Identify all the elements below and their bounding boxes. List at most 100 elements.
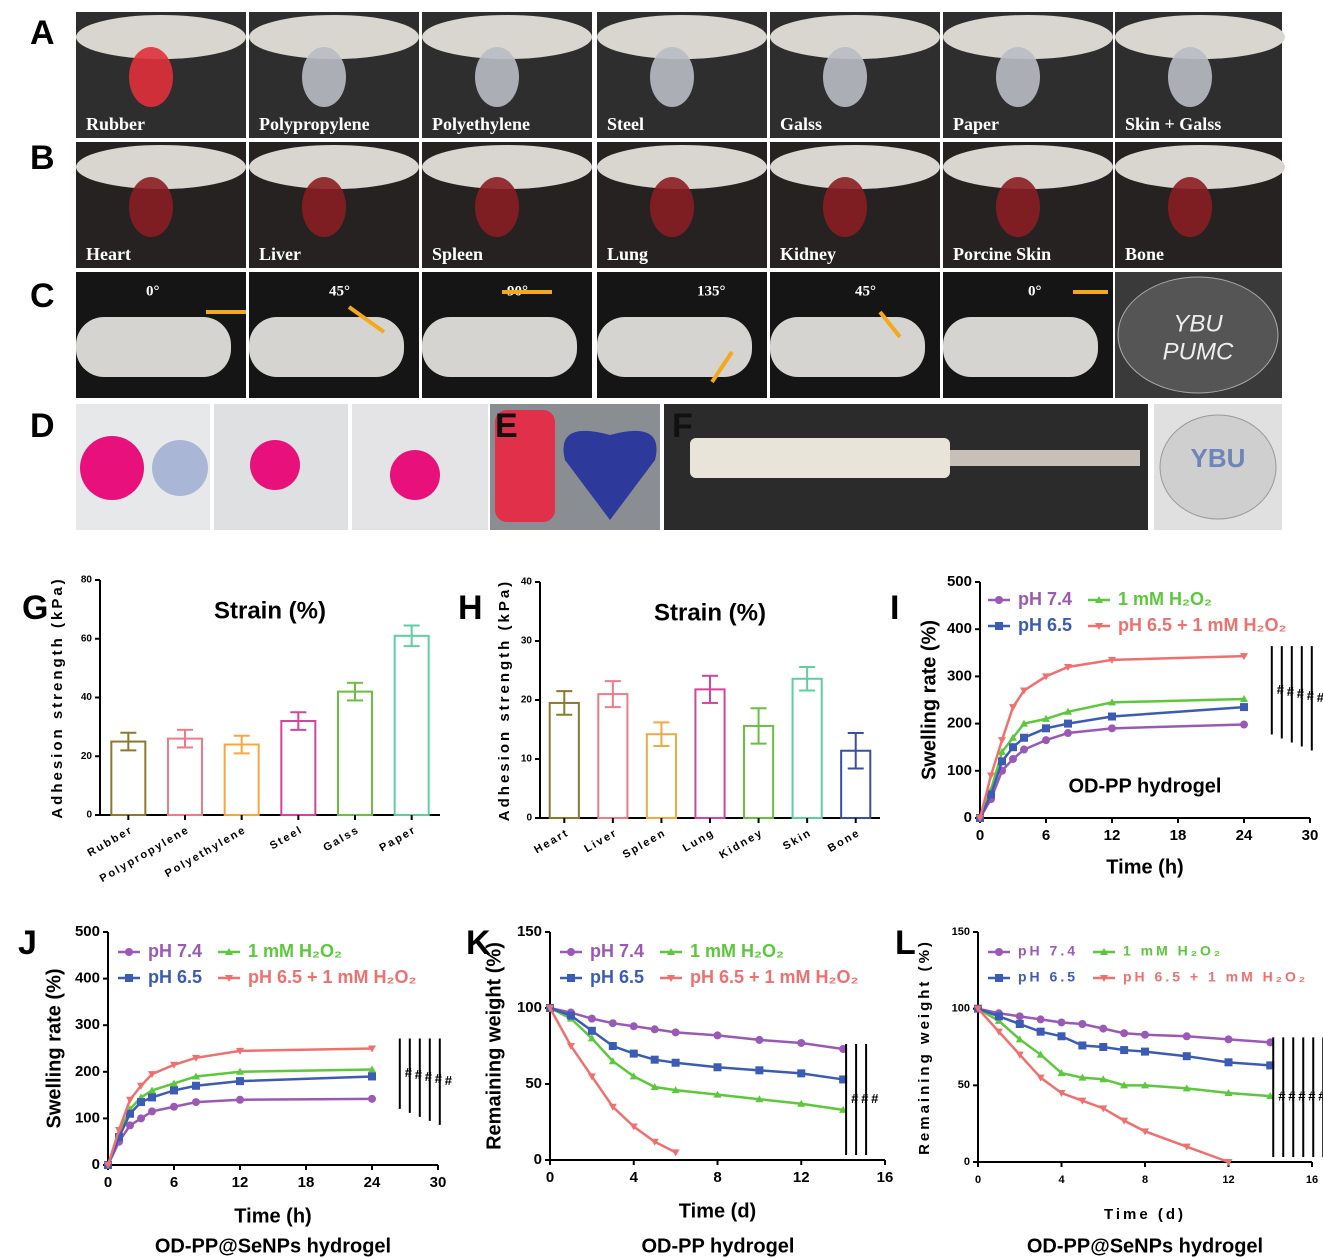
y-tick-label: 40 (521, 577, 533, 588)
sample (129, 47, 173, 107)
finger (770, 317, 925, 377)
point (588, 1027, 596, 1035)
x-tick-label: 0 (975, 1174, 981, 1186)
y-tick-label: 0 (964, 809, 972, 826)
sample (1168, 177, 1212, 237)
syringe-tip (950, 450, 1140, 466)
point (714, 1063, 722, 1071)
y-tick-label: 200 (75, 1063, 100, 1080)
point (755, 1066, 763, 1074)
x-tick-label: Spleen (621, 827, 669, 861)
photo-label: Bone (1125, 244, 1164, 264)
point (1141, 1031, 1149, 1039)
point (1141, 1048, 1149, 1056)
panel-letter: A (30, 14, 55, 52)
series-line (108, 1099, 372, 1165)
legend-label: pH 6.5 (590, 967, 644, 987)
point (998, 737, 1006, 744)
sample (1168, 47, 1212, 107)
legend-label: pH 6.5 (1018, 615, 1072, 635)
finger (422, 317, 577, 377)
disc (152, 440, 208, 496)
y-tick-label: 0 (86, 810, 92, 821)
panel-letter: E (495, 407, 518, 445)
chart-title: Strain (%) (654, 599, 766, 626)
x-tick-label: 16 (877, 1169, 894, 1186)
y-tick-label: 60 (81, 633, 93, 644)
point (1042, 736, 1050, 744)
angle-label: 135° (697, 283, 726, 299)
y-tick-label: 400 (75, 970, 100, 987)
legend-label: pH 6.5 + 1 mM H₂O₂ (1123, 969, 1308, 985)
point (236, 1077, 244, 1085)
legend-label: 1 mM H₂O₂ (248, 941, 342, 961)
photo-label: Rubber (86, 114, 145, 134)
point (987, 790, 995, 798)
point (672, 1028, 680, 1036)
series-line (980, 725, 1244, 818)
y-tick-label: 100 (947, 762, 972, 779)
point (170, 1086, 178, 1094)
y-tick-label: 20 (81, 751, 93, 762)
finger (943, 317, 1098, 377)
x-tick-label: 0 (104, 1174, 112, 1191)
y-tick-label: 50 (525, 1075, 542, 1092)
point (1240, 721, 1248, 729)
angle-label: 0° (1028, 283, 1042, 299)
panel-letter: L (895, 924, 916, 962)
point (192, 1082, 200, 1090)
point (1078, 1041, 1086, 1049)
y-tick-label: 100 (75, 1109, 100, 1126)
point (1183, 1032, 1191, 1040)
point (1099, 1025, 1107, 1033)
point (567, 974, 575, 982)
sample (650, 177, 694, 237)
point (651, 1056, 659, 1064)
panel-letter: D (30, 407, 55, 445)
point (1108, 724, 1116, 732)
point (1037, 1028, 1045, 1036)
legend-label: pH 7.4 (148, 941, 202, 961)
finger (76, 317, 231, 377)
y-tick-label: 10 (521, 754, 533, 765)
syringe (690, 438, 950, 478)
y-tick-label: 80 (81, 575, 93, 586)
sample (129, 177, 173, 237)
legend-label: pH 6.5 + 1 mM H₂O₂ (248, 967, 417, 987)
point (1099, 1043, 1107, 1051)
point (137, 1114, 145, 1122)
y-axis-label: Remaining weight (%) (916, 939, 933, 1155)
legend-label: pH 7.4 (1018, 943, 1078, 959)
panel-letter: G (22, 589, 48, 627)
sample (650, 47, 694, 107)
bar (695, 689, 724, 818)
bar (225, 745, 259, 816)
point (672, 1059, 680, 1067)
x-tick-label: 8 (1142, 1174, 1148, 1186)
photo-label: Paper (953, 114, 999, 134)
legend-label: pH 6.5 + 1 mM H₂O₂ (690, 967, 859, 987)
series-line (108, 1076, 372, 1165)
x-tick-label: 16 (1306, 1174, 1318, 1186)
x-axis-label: Time (h) (1106, 856, 1183, 878)
point (126, 1097, 134, 1104)
x-tick-label: Galss (321, 824, 362, 854)
significance-mark: # (1317, 690, 1323, 705)
panel-letter: F (672, 407, 693, 445)
photo-label: Liver (259, 244, 301, 264)
disc (390, 450, 440, 500)
x-tick-label: 18 (298, 1174, 315, 1191)
caption: OD-PP hydrogel (642, 1235, 795, 1257)
angle-label: 45° (329, 283, 350, 299)
panel-letter: H (458, 589, 483, 627)
y-axis-label: Remaining weight (%) (483, 942, 505, 1150)
point (125, 974, 133, 982)
y-axis-label: Adhesion strength (kPa) (49, 576, 66, 818)
legend-label: 1 mM H₂O₂ (1123, 943, 1223, 959)
y-tick-label: 400 (947, 620, 972, 637)
bar (168, 739, 202, 815)
photo-label: Heart (86, 244, 131, 264)
point (1108, 713, 1116, 721)
x-tick-label: Rubber (86, 824, 136, 860)
point (651, 1025, 659, 1033)
